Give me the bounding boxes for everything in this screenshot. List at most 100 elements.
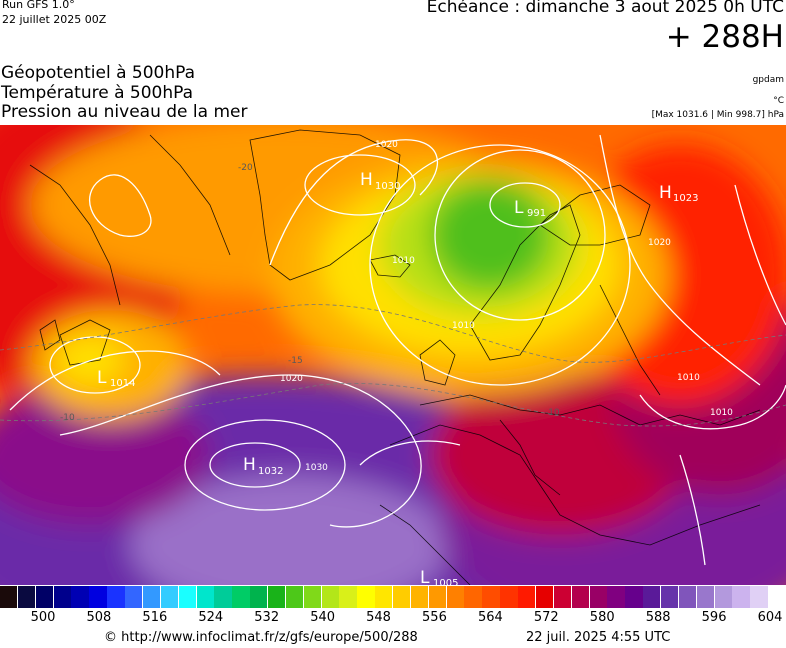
isobars: [9, 134, 786, 566]
color-scale-tick: 548: [366, 610, 391, 625]
color-swatch: [482, 586, 501, 608]
color-swatch: [750, 586, 769, 608]
high-pressure-value: 1023: [673, 193, 698, 204]
color-scale-tick: 540: [310, 610, 336, 625]
color-swatch: [393, 586, 412, 608]
low-pressure-center: L: [420, 568, 430, 585]
color-swatch: [214, 586, 233, 608]
temperature-label: -10: [60, 413, 75, 423]
isobar-label: 1020: [280, 374, 303, 384]
title-pressure: Pression au niveau de la mer: [1, 102, 248, 122]
color-swatch: [660, 586, 680, 608]
color-swatch: [643, 586, 662, 608]
isobar-label: 1010: [710, 408, 733, 418]
color-swatch: [357, 586, 376, 608]
color-scale-tick: 596: [701, 610, 727, 625]
weather-map[interactable]: H 1030 L 991 H 1023 L 1014 H 1032 L 1005…: [0, 125, 786, 585]
color-swatch: [142, 586, 162, 608]
low-pressure-value: 1005: [433, 578, 458, 585]
color-scale-tick: 588: [645, 610, 671, 625]
color-swatch: [125, 586, 144, 608]
color-swatch: [428, 586, 448, 608]
color-swatch: [160, 586, 180, 608]
model-run-date: 22 juillet 2025 00Z: [2, 13, 107, 26]
color-swatch: [17, 586, 37, 608]
temperature-labels: -20 -10 -15 -10: [60, 163, 560, 423]
high-pressure-center: H: [360, 170, 373, 190]
color-scale-tick: 500: [30, 610, 56, 625]
color-swatch: [375, 586, 394, 608]
color-scale-tick: 564: [477, 610, 503, 625]
color-scale-tick: 532: [254, 610, 280, 625]
color-swatch: [35, 586, 55, 608]
isobar-label: 1010: [452, 321, 475, 331]
color-swatch: [768, 586, 786, 608]
color-scale-tick: 508: [86, 610, 112, 625]
color-swatch: [607, 586, 626, 608]
low-pressure-value: 1014: [110, 378, 135, 389]
color-swatch: [678, 586, 698, 608]
lead-time: + 288H: [665, 19, 784, 55]
color-scale-tick: 580: [589, 610, 615, 625]
color-scale-ticks: 500 508 516 524 532 540 548 556 564 572 580 588 596 6…: [0, 608, 786, 630]
color-scale-tick: 556: [422, 610, 447, 625]
title-temperature: Température à 500hPa: [1, 83, 194, 103]
color-swatch: [446, 586, 465, 608]
color-swatch: [625, 586, 644, 608]
color-swatch: [267, 586, 287, 608]
color-swatch: [571, 586, 590, 608]
color-swatch: [196, 586, 215, 608]
color-swatch: [250, 586, 269, 608]
unit-geopotential: gpdam: [752, 75, 784, 85]
color-swatch: [178, 586, 197, 608]
generated-time: 22 juil. 2025 4:55 UTC: [526, 630, 671, 645]
high-pressure-value: 1032: [258, 466, 283, 477]
color-scale-tick: 604: [757, 610, 783, 625]
high-pressure-center: H: [243, 455, 256, 475]
color-swatch: [714, 586, 733, 608]
color-swatch: [553, 586, 573, 608]
isobar-labels: 1020 1010 1030 1020 1010 1020 1010 1010: [280, 140, 733, 473]
color-swatch: [285, 586, 305, 608]
isobar-label: 1030: [305, 463, 328, 473]
color-swatch: [303, 586, 323, 608]
high-pressure-center: H: [659, 183, 672, 203]
high-pressure-value: 1030: [375, 181, 400, 192]
color-scale-tick: 524: [198, 610, 224, 625]
color-swatch: [71, 586, 90, 608]
isobar-label: 1020: [375, 140, 398, 150]
color-swatch: [107, 586, 126, 608]
color-swatch: [535, 586, 555, 608]
color-swatch: [232, 586, 251, 608]
temperature-label: -15: [288, 356, 303, 366]
low-pressure-center: L: [97, 368, 107, 388]
color-swatch: [589, 586, 608, 608]
color-swatch: [410, 586, 430, 608]
isobar-label: 1010: [677, 373, 700, 383]
color-scale-tick: 572: [533, 610, 559, 625]
pressure-range: [Max 1031.6 | Min 998.7] hPa: [651, 110, 784, 120]
color-scale-bar: [0, 586, 786, 608]
color-swatch: [464, 586, 483, 608]
pressure-centers: H 1030 L 991 H 1023 L 1014 H 1032 L 1005: [97, 170, 698, 585]
isobar-label: 1020: [648, 238, 671, 248]
forecast-valid-time: Echéance : dimanche 3 aout 2025 0h UTC: [426, 0, 784, 17]
color-swatch: [500, 586, 519, 608]
model-run-label: Run GFS 1.0°: [2, 0, 75, 11]
unit-temperature: °C: [773, 96, 784, 106]
isotherms: [0, 304, 786, 427]
color-swatch: [518, 586, 537, 608]
coastlines: [29, 129, 761, 585]
color-swatch: [732, 586, 751, 608]
color-swatch: [53, 586, 72, 608]
temperature-label: -20: [238, 163, 253, 173]
color-swatch: [339, 586, 358, 608]
color-swatch: [321, 586, 340, 608]
low-pressure-center: L: [514, 198, 524, 218]
color-scale-tick: 516: [142, 610, 168, 625]
temperature-label: -10: [545, 408, 560, 418]
low-pressure-value: 991: [527, 208, 546, 219]
source-url[interactable]: © http://www.infoclimat.fr/z/gfs/europe/…: [104, 630, 418, 645]
color-swatch: [696, 586, 716, 608]
color-swatch: [89, 586, 108, 608]
